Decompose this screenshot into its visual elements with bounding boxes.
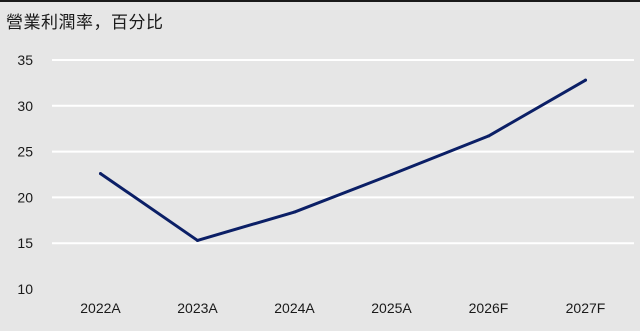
data-point: [487, 134, 490, 138]
chart-title: 營業利潤率，百分比: [6, 13, 164, 33]
y-tick-label: 15: [17, 235, 33, 251]
x-tick-label: 2022A: [80, 300, 121, 316]
x-tick-label: 2026F: [469, 300, 509, 316]
data-point: [99, 172, 102, 176]
series-line: [99, 78, 587, 242]
x-tick-label: 2023A: [177, 300, 218, 316]
y-tick-label: 20: [17, 189, 33, 205]
data-point: [293, 210, 296, 214]
y-tick-label: 10: [17, 281, 33, 297]
y-tick-label: 35: [17, 52, 33, 68]
x-tick-label: 2024A: [274, 300, 315, 316]
data-point: [584, 78, 587, 82]
y-tick-label: 25: [17, 144, 33, 160]
y-tick-label: 30: [17, 98, 33, 114]
data-point: [196, 238, 199, 242]
x-tick-label: 2025A: [371, 300, 412, 316]
data-point: [390, 173, 393, 176]
x-tick-label: 2027F: [566, 300, 606, 316]
